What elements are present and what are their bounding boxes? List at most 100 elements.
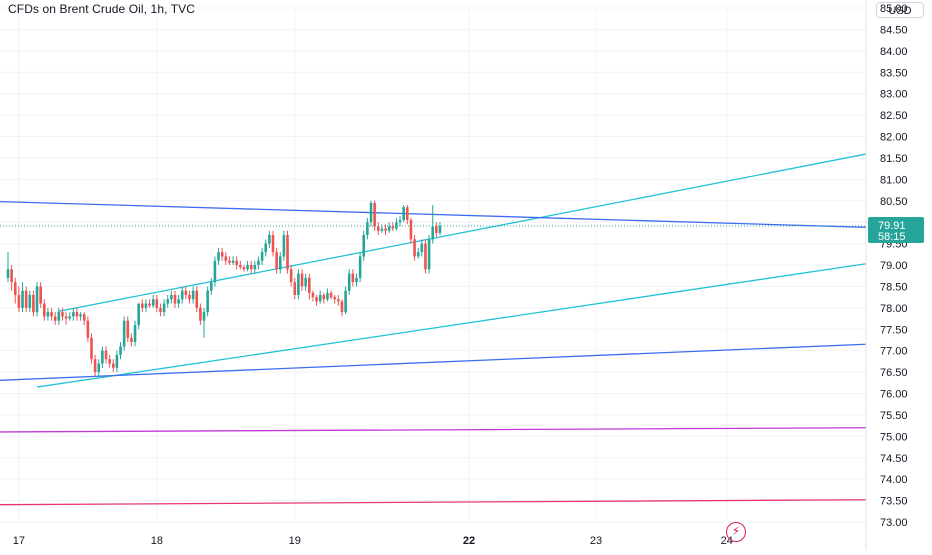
candle-body bbox=[264, 243, 268, 253]
candle-body bbox=[68, 316, 72, 319]
support_red-line bbox=[0, 499, 867, 506]
candle bbox=[307, 273, 311, 300]
candle bbox=[220, 247, 224, 261]
candle-body bbox=[90, 337, 93, 360]
candle-body bbox=[93, 359, 97, 373]
time-tick-label: 22 bbox=[463, 535, 475, 547]
candle-body bbox=[398, 220, 402, 223]
candle bbox=[293, 277, 297, 300]
candle bbox=[177, 294, 180, 308]
candle-body bbox=[104, 350, 108, 360]
candle-body bbox=[391, 226, 395, 229]
candle bbox=[191, 286, 195, 304]
candle bbox=[351, 269, 355, 287]
candle bbox=[57, 307, 61, 325]
candle bbox=[373, 200, 376, 231]
candle-body bbox=[395, 222, 398, 229]
last-price-value: 79.91 bbox=[878, 220, 906, 232]
candle bbox=[355, 273, 358, 287]
candle-body bbox=[72, 312, 75, 317]
candle bbox=[13, 277, 17, 304]
candle bbox=[101, 346, 104, 368]
candle bbox=[133, 320, 137, 347]
price-tick-label: 81.50 bbox=[880, 153, 908, 165]
currency-button[interactable]: USD bbox=[876, 2, 924, 18]
candle-body bbox=[268, 235, 271, 244]
candle-body bbox=[170, 294, 173, 300]
candle bbox=[159, 303, 162, 317]
candle-body bbox=[286, 235, 289, 270]
candle bbox=[213, 256, 217, 287]
candle bbox=[122, 316, 126, 351]
chart-title[interactable]: CFDs on Brent Crude Oil, 1h, TVC bbox=[8, 2, 196, 16]
candle-body bbox=[228, 260, 231, 263]
candle-body bbox=[369, 202, 373, 223]
price-tick-label: 73.50 bbox=[880, 496, 908, 508]
price-tick-label: 77.00 bbox=[880, 346, 908, 358]
candle bbox=[35, 282, 39, 317]
candle bbox=[235, 256, 238, 270]
candle bbox=[111, 359, 115, 373]
candle bbox=[438, 222, 442, 236]
grid-lines bbox=[0, 7, 866, 523]
candle-body bbox=[166, 299, 170, 304]
candle-body bbox=[347, 273, 351, 291]
candle-body bbox=[119, 346, 122, 355]
candle-body bbox=[329, 292, 333, 298]
candle bbox=[224, 252, 228, 265]
candle bbox=[195, 286, 199, 313]
price-tick-label: 75.50 bbox=[880, 410, 908, 422]
candle bbox=[275, 247, 278, 274]
candle bbox=[242, 265, 246, 272]
candle bbox=[384, 224, 387, 236]
candle bbox=[289, 265, 293, 287]
candle bbox=[202, 307, 206, 338]
candle bbox=[344, 286, 347, 315]
candle-body bbox=[373, 202, 376, 227]
price-tick-label: 82.50 bbox=[880, 110, 908, 122]
candle-body bbox=[126, 320, 130, 338]
candle bbox=[72, 307, 75, 321]
candle-body bbox=[307, 277, 311, 293]
candle bbox=[206, 286, 209, 317]
candle bbox=[137, 303, 140, 330]
candle-body bbox=[249, 265, 253, 270]
price-tick-label: 82.00 bbox=[880, 132, 908, 144]
price-tick-label: 79.00 bbox=[880, 260, 908, 272]
candle-body bbox=[24, 290, 28, 308]
candle bbox=[173, 290, 177, 308]
candle bbox=[126, 316, 130, 343]
candle-body bbox=[177, 299, 180, 304]
candle bbox=[239, 260, 242, 270]
candle bbox=[304, 273, 307, 291]
candle-body bbox=[115, 354, 119, 368]
candle-body bbox=[315, 297, 318, 302]
candle-body bbox=[231, 260, 235, 263]
candle bbox=[322, 292, 326, 304]
candle bbox=[39, 282, 42, 308]
candle-body bbox=[304, 277, 307, 287]
candle-body bbox=[155, 299, 159, 308]
candle bbox=[366, 217, 369, 240]
candle-body bbox=[97, 363, 101, 373]
candle bbox=[329, 290, 333, 300]
candle bbox=[141, 299, 144, 313]
candle bbox=[311, 290, 315, 302]
candle-body bbox=[344, 290, 347, 313]
candle-body bbox=[10, 269, 13, 283]
candle-body bbox=[75, 312, 79, 317]
candle-body bbox=[122, 320, 126, 347]
candle-body bbox=[180, 290, 184, 300]
candle-body bbox=[191, 290, 195, 300]
candle bbox=[231, 256, 235, 265]
bar-countdown: 58:15 bbox=[878, 231, 906, 243]
lightning-event-icon[interactable]: ⚡ bbox=[726, 522, 746, 542]
candle bbox=[24, 286, 28, 313]
candle-body bbox=[202, 312, 206, 321]
candle bbox=[68, 312, 72, 321]
candle bbox=[61, 307, 64, 321]
price-tick-label: 73.00 bbox=[880, 517, 908, 529]
